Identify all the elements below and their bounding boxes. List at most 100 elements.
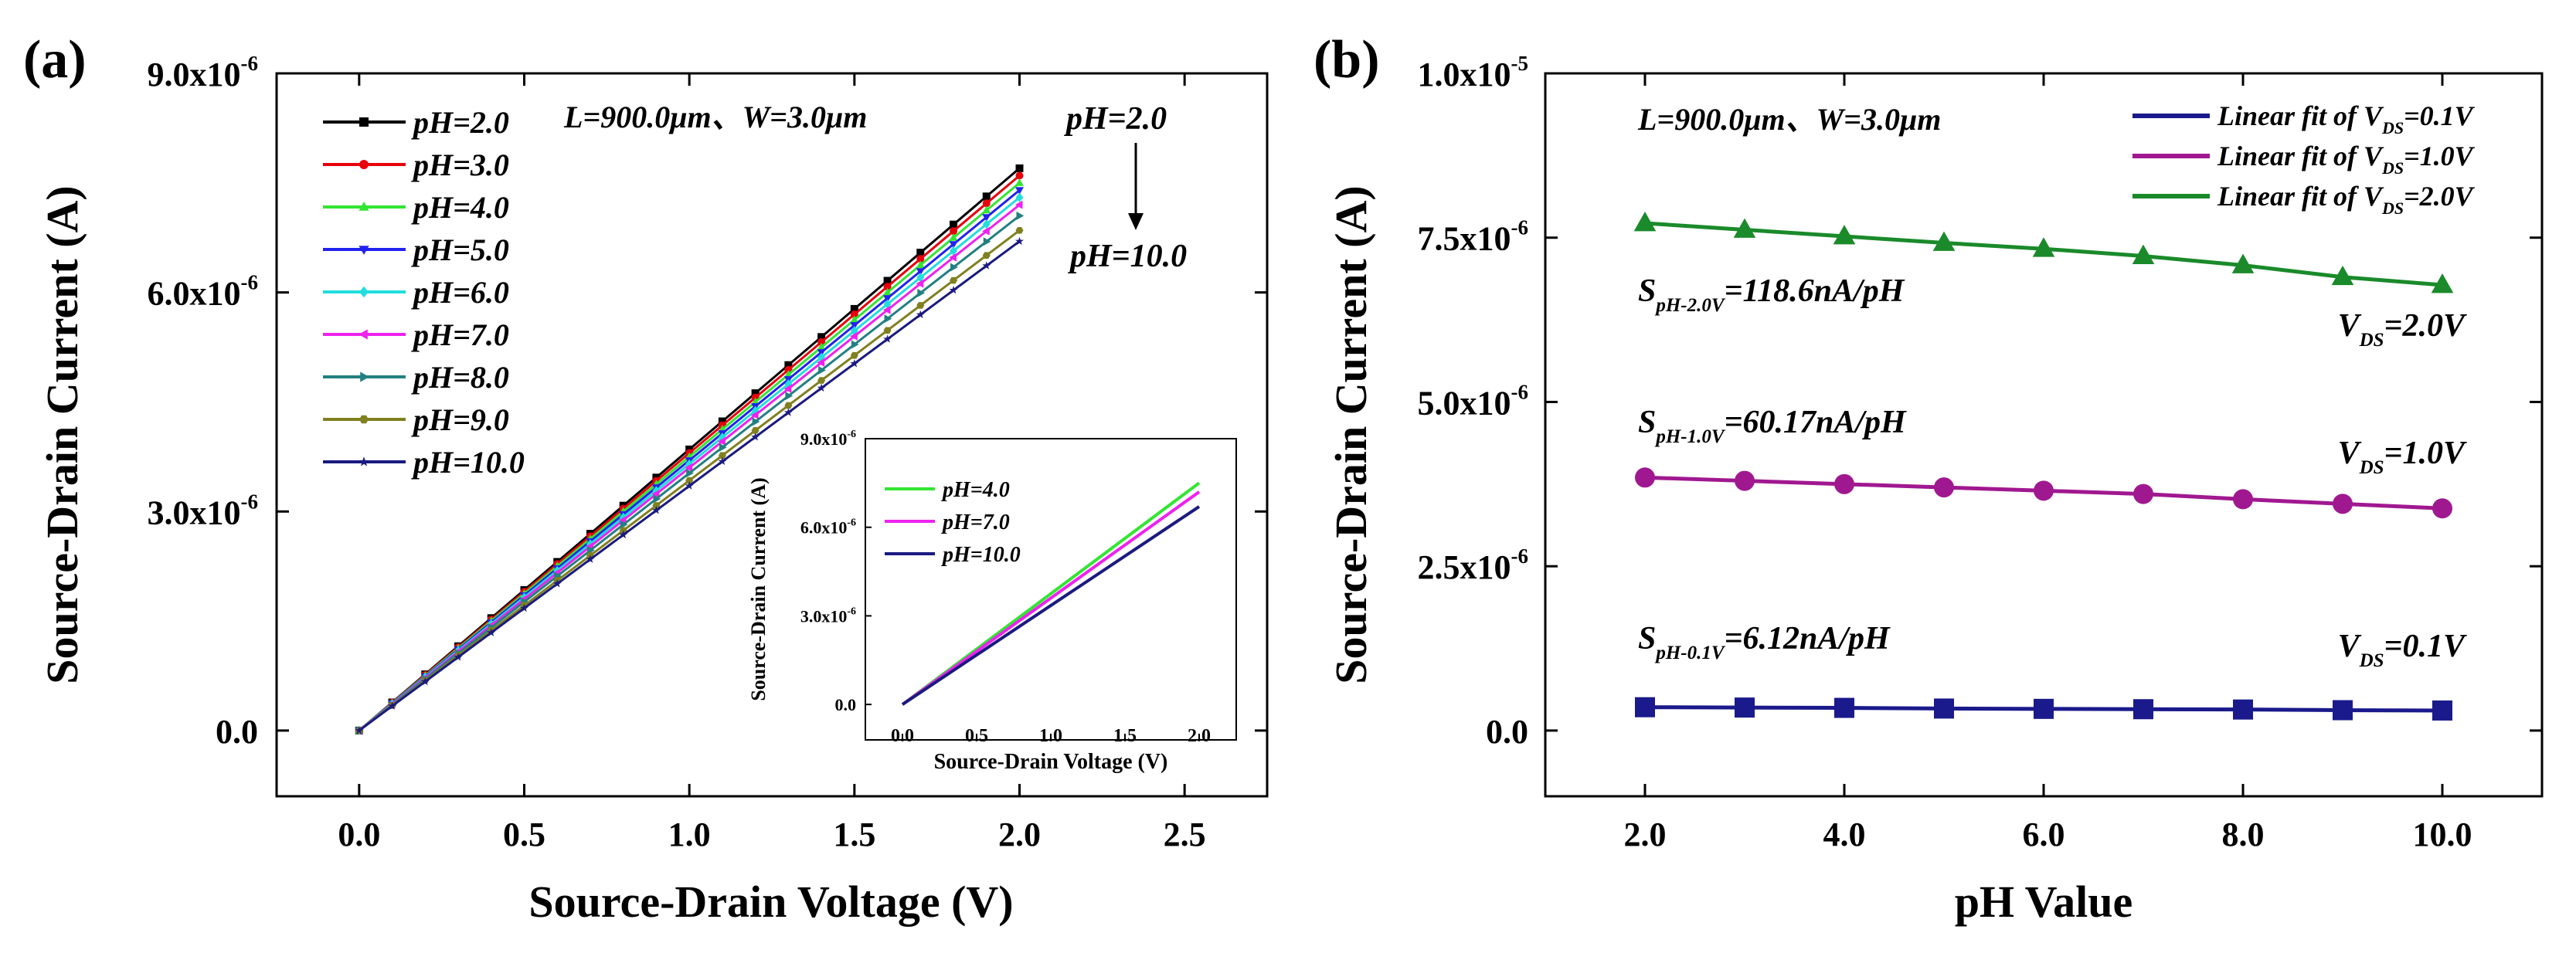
legend-label: pH=5.0 bbox=[411, 232, 509, 267]
y-tick-label: 5.0x10-6 bbox=[1418, 380, 1529, 422]
data-point bbox=[1015, 192, 1024, 202]
legend-label: pH=3.0 bbox=[411, 148, 509, 182]
data-point bbox=[916, 310, 925, 319]
y-tick-label: 2.5x10-6 bbox=[1418, 544, 1529, 586]
data-point bbox=[1733, 218, 1756, 238]
legend-marker bbox=[359, 286, 369, 298]
data-point bbox=[850, 315, 859, 324]
data-point bbox=[783, 384, 792, 393]
data-point bbox=[784, 402, 793, 409]
data-point bbox=[916, 279, 924, 288]
x-tick-label: 2.5 bbox=[1164, 816, 1206, 853]
x-tick-label: 2.0 bbox=[998, 816, 1041, 853]
data-point bbox=[1834, 697, 1854, 718]
data-point bbox=[1015, 187, 1024, 195]
data-point bbox=[884, 314, 892, 324]
vds-label: VDS=1.0V bbox=[2338, 436, 2467, 478]
data-point bbox=[817, 333, 826, 341]
data-point bbox=[1635, 697, 1655, 717]
data-point bbox=[388, 701, 397, 710]
data-point bbox=[718, 417, 726, 426]
data-point bbox=[619, 530, 628, 539]
data-point bbox=[1735, 697, 1755, 718]
data-point bbox=[1735, 470, 1755, 491]
data-point bbox=[817, 342, 826, 351]
data-point bbox=[718, 452, 726, 460]
data-point bbox=[2034, 480, 2054, 501]
x-tick-label: 4.0 bbox=[1823, 816, 1866, 853]
data-point bbox=[652, 502, 661, 509]
panel-a-legend: pH=2.0 pH=3.0 pH=4.0 pH=5.0 pH=6.0 pH=7.0 pH=8… bbox=[323, 105, 525, 480]
data-point bbox=[1934, 698, 1954, 719]
sensitivity-label: SpH-1.0V=60.17nA/pH bbox=[1638, 405, 1907, 447]
data-point bbox=[1015, 226, 1024, 234]
arrow-bottom-label: pH=10.0 bbox=[1068, 239, 1187, 274]
panel-b-annotations: SpH-2.0V=118.6nA/pH SpH-1.0V=60.17nA/pH Sp… bbox=[1638, 273, 2467, 671]
panel-b-label: (b) bbox=[1313, 30, 1380, 90]
data-point bbox=[949, 253, 957, 262]
data-point bbox=[2333, 700, 2353, 721]
data-point bbox=[1016, 211, 1025, 220]
inset-x-tick-label: 1.0 bbox=[1039, 726, 1062, 746]
panel-b-y-ticks: 0.0 2.5x10-6 5.0x10-6 7.5x10-6 1.0x10-5 bbox=[1418, 52, 2542, 751]
inset-y-ticks: 0.0 3.0x10-6 6.0x10-6 9.0x10-6 bbox=[800, 429, 872, 714]
x-tick-label: 0.0 bbox=[338, 816, 380, 853]
inset-y-tick-label: 3.0x10-6 bbox=[800, 606, 856, 626]
vds-label: VDS=0.1V bbox=[2338, 629, 2467, 671]
data-point bbox=[917, 288, 926, 297]
data-point bbox=[686, 469, 694, 478]
data-point bbox=[751, 426, 760, 434]
legend-marker bbox=[359, 246, 369, 255]
inset-x-tick-label: 2.0 bbox=[1188, 726, 1211, 746]
legend-label: pH=7.0 bbox=[411, 317, 509, 352]
legend-marker bbox=[359, 456, 369, 466]
data-point bbox=[685, 481, 694, 490]
data-point bbox=[916, 255, 925, 263]
inset-x-ticks: 0.0 0.5 1.0 1.5 2.0 bbox=[891, 726, 1211, 746]
data-point bbox=[916, 268, 925, 276]
inset-y-tick-label: 6.0x10-6 bbox=[800, 517, 856, 538]
data-point bbox=[784, 379, 793, 389]
data-point bbox=[1934, 477, 1954, 498]
data-point bbox=[817, 358, 825, 367]
data-point bbox=[785, 392, 794, 401]
data-point bbox=[750, 410, 759, 419]
data-point bbox=[982, 192, 991, 201]
data-point bbox=[552, 579, 562, 588]
data-point bbox=[850, 351, 858, 359]
data-point bbox=[520, 603, 528, 612]
data-point bbox=[1633, 212, 1657, 232]
data-point bbox=[620, 520, 628, 529]
data-point bbox=[2432, 498, 2452, 519]
data-point bbox=[752, 417, 760, 426]
data-point bbox=[883, 287, 892, 296]
data-point bbox=[2132, 244, 2155, 264]
data-point bbox=[783, 370, 793, 378]
data-point bbox=[1833, 225, 1856, 245]
data-point bbox=[982, 214, 991, 222]
data-point bbox=[1015, 236, 1024, 246]
panel-a-y-axis-title: Source-Drain Current (A) bbox=[37, 185, 87, 684]
data-point bbox=[420, 677, 430, 686]
data-point bbox=[1014, 200, 1023, 209]
data-point bbox=[685, 463, 693, 473]
data-point bbox=[2333, 494, 2353, 514]
panel-b: (b) 2.0 4.0 6.0 8.0 10.0 0.0 2.5x10-6 5.0x10-6… bbox=[1313, 30, 2544, 927]
x-tick-label: 6.0 bbox=[2023, 816, 2065, 853]
panel-b-plot-lines bbox=[1633, 212, 2454, 721]
data-point bbox=[850, 304, 858, 313]
data-point bbox=[2133, 699, 2153, 720]
data-point bbox=[1015, 164, 1024, 172]
data-point bbox=[2034, 698, 2054, 719]
legend-marker bbox=[359, 117, 369, 127]
inset-y-tick-label: 9.0x10-6 bbox=[800, 429, 856, 449]
inset-x-tick-label: 0.5 bbox=[965, 726, 988, 746]
data-point bbox=[2233, 489, 2253, 510]
data-point bbox=[1015, 178, 1024, 186]
inset-x-axis-title: Source-Drain Voltage (V) bbox=[934, 750, 1168, 774]
data-point bbox=[916, 302, 925, 309]
panel-a: (a) 0.0 0.5 1.0 1.5 2.0 2.5 0.0 3.0x10-6 6.0x10… bbox=[23, 30, 1269, 927]
legend-marker bbox=[360, 371, 369, 382]
data-point bbox=[850, 322, 859, 330]
